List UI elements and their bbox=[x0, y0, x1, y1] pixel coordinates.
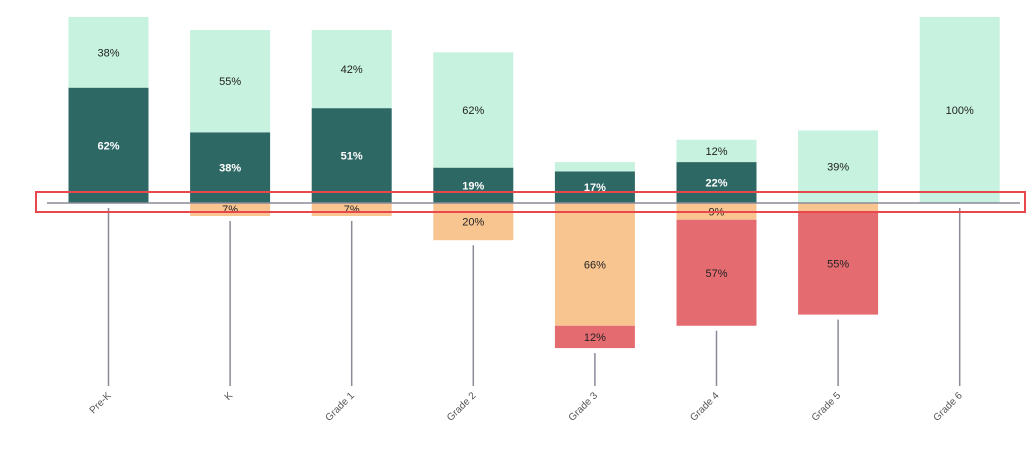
bar-segment-grade-5-3 bbox=[798, 212, 879, 315]
segment-label-grade-1-1: 42% bbox=[341, 64, 363, 76]
bar-segment-grade-4-0 bbox=[676, 162, 757, 203]
segment-label-grade-5-1: 39% bbox=[827, 162, 849, 174]
segment-label-k-1: 55% bbox=[219, 76, 241, 88]
bar-segment-grade-4-3 bbox=[676, 219, 757, 326]
bar-segment-pre-k-0 bbox=[68, 87, 149, 203]
bar-segment-grade-3-0 bbox=[554, 171, 635, 203]
segment-label-grade-1-2: 7% bbox=[344, 204, 360, 216]
bar-segment-pre-k-1 bbox=[68, 17, 149, 88]
bar-segment-grade-3-1 bbox=[554, 162, 635, 172]
x-tick-label-grade-1: Grade 1 bbox=[323, 390, 357, 424]
segment-label-k-0: 38% bbox=[219, 163, 241, 175]
bar-segment-grade-2-1 bbox=[433, 52, 514, 168]
category-stems-layer bbox=[107, 208, 961, 386]
segment-label-grade-4-3: 57% bbox=[705, 268, 727, 280]
x-tick-labels-layer: Pre-K K Grade 1 Grade 2 Grade 3 Grade 4 Grade … bbox=[88, 390, 965, 424]
bar-segment-grade-3-2 bbox=[554, 203, 635, 326]
segment-label-grade-3-3: 12% bbox=[584, 332, 606, 344]
segment-label-grade-3-2: 66% bbox=[584, 259, 606, 271]
bar-segment-grade-5-2 bbox=[798, 203, 879, 213]
segment-label-grade-4-2: 9% bbox=[709, 206, 725, 218]
segment-label-grade-3-0: 17% bbox=[584, 182, 606, 194]
x-tick-label-grade-4: Grade 4 bbox=[688, 390, 722, 424]
segment-label-k-2: 7% bbox=[222, 204, 238, 216]
segment-label-grade-2-0: 19% bbox=[462, 180, 484, 192]
x-tick-label-pre-k: Pre-K bbox=[88, 390, 114, 416]
bar-segment-k-1 bbox=[190, 30, 271, 133]
x-tick-label-grade-6: Grade 6 bbox=[931, 390, 965, 424]
segment-labels-layer: 62% 38% 38% 55% 7% 51% 42% 7% 19% 62% 20% 17% 66% 12%… bbox=[97, 47, 973, 344]
bar-segment-grade-2-0 bbox=[433, 167, 514, 203]
x-tick-label-grade-2: Grade 2 bbox=[445, 390, 479, 424]
segment-label-grade-4-0: 22% bbox=[705, 178, 727, 190]
segment-label-grade-4-1: 12% bbox=[705, 146, 727, 158]
bar-segment-grade-5-1 bbox=[798, 130, 879, 203]
bar-segment-grade-1-0 bbox=[311, 108, 392, 203]
bar-segment-grade-1-1 bbox=[311, 30, 392, 109]
bar-segment-grade-6-1 bbox=[919, 17, 1000, 203]
segment-label-grade-1-0: 51% bbox=[341, 151, 363, 163]
bar-segment-grade-4-1 bbox=[676, 139, 757, 163]
bars-layer bbox=[68, 17, 1000, 349]
segment-label-pre-k-1: 38% bbox=[97, 47, 119, 59]
segment-label-grade-6-1: 100% bbox=[946, 105, 974, 117]
segment-label-pre-k-0: 62% bbox=[97, 140, 119, 152]
segment-label-grade-2-2: 20% bbox=[462, 217, 484, 229]
segment-label-grade-2-1: 62% bbox=[462, 105, 484, 117]
x-tick-label-grade-3: Grade 3 bbox=[567, 390, 601, 424]
segment-label-grade-5-3: 55% bbox=[827, 258, 849, 270]
x-tick-label-k: K bbox=[223, 390, 236, 403]
bar-segment-grade-3-3 bbox=[554, 325, 635, 349]
x-tick-label-grade-5: Grade 5 bbox=[810, 390, 844, 424]
bar-segment-grade-2-2 bbox=[433, 203, 514, 241]
